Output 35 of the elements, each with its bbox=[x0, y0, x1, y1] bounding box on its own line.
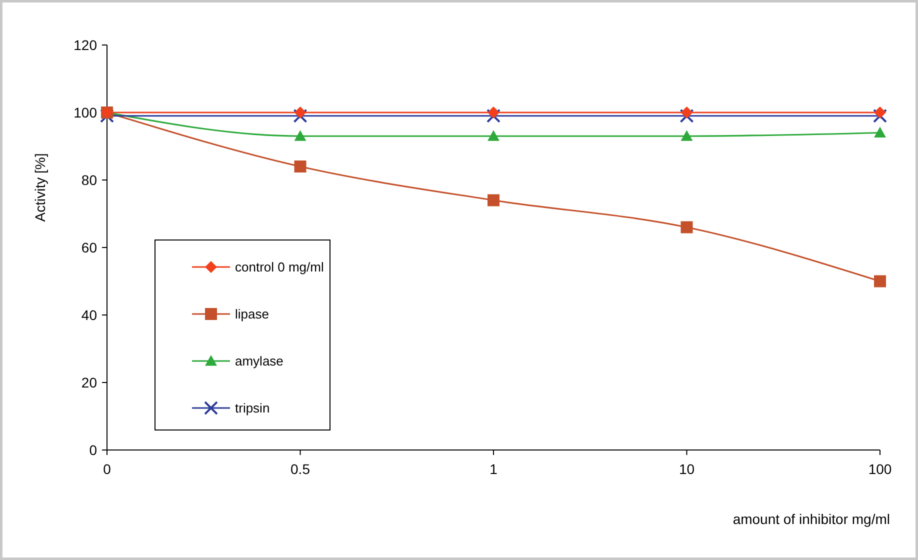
y-tick-label: 40 bbox=[81, 306, 98, 323]
y-tick-label: 120 bbox=[74, 36, 98, 53]
y-axis-title: Activity [%] bbox=[32, 153, 48, 222]
point bbox=[874, 106, 886, 118]
x-tick-label: 10 bbox=[678, 461, 695, 477]
point bbox=[873, 108, 887, 123]
legend-label: amylase bbox=[235, 354, 284, 369]
y-tick-label: 100 bbox=[74, 104, 98, 120]
point bbox=[294, 130, 306, 141]
y-tick-label: 60 bbox=[81, 239, 98, 256]
point bbox=[293, 108, 308, 123]
point bbox=[680, 221, 693, 234]
point bbox=[680, 106, 693, 118]
point bbox=[100, 108, 114, 123]
y-tick-label: 20 bbox=[81, 374, 98, 390]
point bbox=[294, 160, 306, 172]
x-axis-title: amount of inhibitor mg/ml bbox=[732, 511, 890, 527]
x-tick-label: 0 bbox=[103, 461, 112, 477]
point bbox=[488, 106, 500, 118]
y-tick-label: 0 bbox=[89, 442, 98, 458]
legend-label: lipase bbox=[235, 306, 269, 322]
y-tick-label: 80 bbox=[81, 172, 98, 188]
x-tick-label: 100 bbox=[868, 461, 892, 477]
legend-label: tripsin bbox=[235, 400, 270, 416]
point bbox=[874, 126, 886, 138]
point bbox=[680, 108, 694, 123]
point bbox=[488, 194, 500, 206]
point bbox=[486, 108, 500, 123]
x-tick-label: 1 bbox=[490, 461, 498, 477]
point bbox=[680, 130, 693, 141]
legend-label: control 0 mg/ml bbox=[235, 260, 324, 275]
point bbox=[874, 275, 886, 288]
point bbox=[488, 130, 500, 141]
x-tick-label: 0.5 bbox=[290, 461, 310, 477]
point bbox=[294, 106, 306, 118]
